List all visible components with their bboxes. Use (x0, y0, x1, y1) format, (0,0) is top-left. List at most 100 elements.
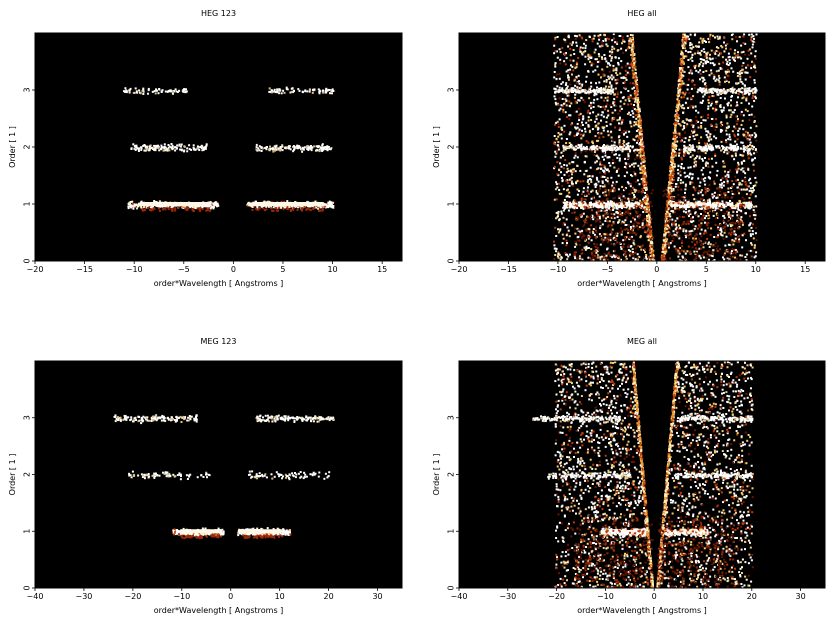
band-pixel (163, 205, 166, 208)
noise-pixel (613, 141, 616, 144)
noise-pixel (575, 41, 578, 44)
band-pixel (296, 209, 299, 211)
noise-pixel (752, 94, 754, 97)
noise-pixel (752, 209, 755, 212)
noise-pixel (562, 222, 565, 225)
noise-pixel (636, 179, 639, 182)
wedge-pixel (633, 60, 636, 63)
noise-pixel (557, 215, 559, 218)
noise-pixel (588, 178, 591, 180)
noise-pixel (680, 105, 683, 108)
noise-pixel (733, 125, 736, 128)
glow-pixel (618, 259, 621, 261)
noise-pixel (736, 115, 738, 118)
noise-pixel (595, 115, 598, 118)
noise-pixel (737, 118, 739, 121)
noise-pixel (673, 163, 676, 166)
wedge-pixel (641, 141, 644, 144)
wedge-pixel (636, 110, 639, 113)
noise-pixel (578, 34, 581, 37)
noise-pixel (752, 40, 755, 43)
glow-pixel (645, 222, 648, 224)
glow-pixel (728, 208, 731, 211)
noise-pixel (741, 147, 744, 150)
noise-pixel (727, 52, 730, 55)
noise-pixel (737, 208, 740, 211)
wedge-pixel (637, 108, 640, 111)
glow-pixel (604, 189, 607, 191)
wedge-pixel (678, 72, 681, 75)
band-pixel (144, 149, 147, 152)
noise-pixel (599, 106, 602, 108)
band-pixel (148, 208, 151, 211)
noise-pixel (576, 156, 579, 159)
noise-pixel (554, 247, 557, 250)
wedge-pixel (675, 114, 678, 117)
x-tick-label: −15 (76, 265, 93, 274)
wedge-pixel (649, 232, 651, 235)
noise-pixel (589, 112, 592, 115)
wedge-pixel (649, 247, 652, 250)
noise-pixel (692, 124, 695, 127)
wedge-pixel (640, 140, 642, 143)
noise-pixel (562, 110, 564, 113)
noise-pixel (627, 142, 630, 145)
wedge-pixel (632, 45, 635, 48)
noise-pixel (611, 78, 614, 81)
glow-pixel (705, 257, 708, 259)
band-pixel (175, 147, 178, 150)
glow-pixel (665, 259, 668, 261)
noise-pixel (597, 157, 600, 160)
noise-pixel (629, 122, 632, 125)
noise-pixel (610, 57, 613, 60)
noise-pixel (684, 131, 687, 134)
band-core (251, 202, 325, 206)
noise-pixel (728, 133, 731, 136)
noise-pixel (633, 139, 636, 142)
noise-pixel (592, 37, 595, 40)
noise-pixel (727, 101, 730, 104)
noise-pixel (605, 217, 608, 220)
noise-pixel (710, 124, 713, 127)
noise-pixel (750, 190, 753, 192)
band-pixel (204, 146, 207, 149)
band-pixel (202, 147, 205, 150)
noise-pixel (617, 136, 620, 139)
band-pixel (295, 205, 298, 208)
noise-pixel (727, 138, 730, 141)
wedge-pixel (642, 174, 645, 177)
band-pixel (284, 206, 287, 209)
noise-pixel (597, 132, 600, 135)
band-pixel (158, 209, 161, 212)
noise-pixel (742, 114, 745, 117)
noise-pixel (599, 227, 602, 230)
noise-pixel (599, 163, 602, 166)
wedge-pixel (639, 145, 642, 148)
noise-pixel (755, 33, 758, 36)
band-pixel (149, 144, 152, 147)
band-pixel (125, 89, 128, 92)
noise-pixel (556, 255, 559, 258)
noise-pixel (692, 220, 695, 223)
band-pixel (135, 203, 137, 206)
noise-pixel (671, 218, 674, 221)
band-pixel (293, 146, 296, 149)
noise-pixel (731, 193, 734, 195)
wedge-pixel (643, 159, 646, 161)
noise-pixel (687, 51, 690, 54)
noise-pixel (739, 113, 742, 116)
wedge-pixel (679, 67, 682, 69)
band-pixel (154, 92, 157, 95)
band-pixel (289, 148, 292, 151)
glow-pixel (731, 248, 734, 251)
glow-pixel (703, 209, 706, 212)
noise-pixel (604, 236, 607, 239)
noise-pixel (574, 232, 577, 235)
noise-pixel (568, 100, 571, 103)
noise-pixel (748, 134, 751, 137)
glow-pixel (678, 208, 681, 211)
noise-pixel (617, 63, 620, 66)
noise-pixel (579, 230, 582, 233)
noise-pixel (707, 131, 710, 134)
band-pixel (171, 206, 173, 208)
